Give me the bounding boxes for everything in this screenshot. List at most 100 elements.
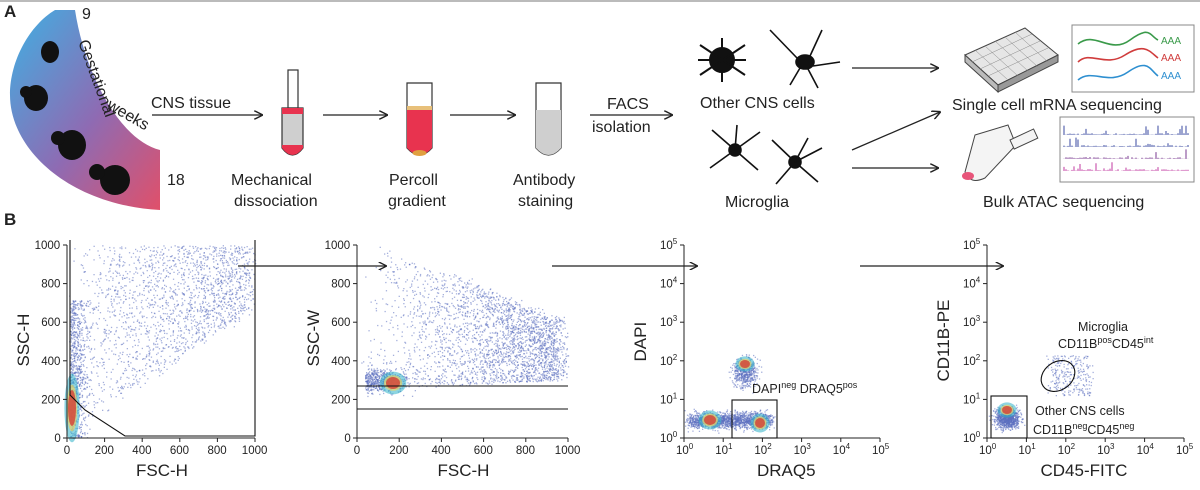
scatter-point bbox=[397, 268, 399, 271]
scatter-point bbox=[72, 350, 74, 352]
scatter-point bbox=[155, 302, 157, 304]
scatter-point bbox=[109, 249, 111, 252]
scatter-point bbox=[162, 312, 165, 315]
scatter-point bbox=[513, 325, 515, 327]
scatter-point bbox=[489, 308, 491, 311]
scatter-point bbox=[205, 309, 207, 311]
scatter-point bbox=[502, 334, 505, 336]
scatter-point bbox=[192, 320, 194, 322]
scatter-point bbox=[488, 336, 490, 338]
scatter-point bbox=[480, 361, 482, 363]
scatter-point bbox=[239, 282, 241, 284]
scatter-point bbox=[446, 327, 448, 329]
scatter-point bbox=[144, 262, 146, 264]
scatter-point bbox=[111, 260, 113, 262]
scatter-point bbox=[563, 369, 565, 371]
scatter-point bbox=[146, 285, 148, 287]
scatter-point bbox=[449, 366, 451, 368]
scatter-point bbox=[239, 276, 241, 279]
scatter-point bbox=[511, 362, 513, 364]
scatter-point bbox=[492, 314, 494, 316]
scatter-point bbox=[148, 265, 150, 267]
scatter-point bbox=[220, 315, 222, 317]
scatter-point bbox=[475, 315, 477, 317]
scatter-point bbox=[205, 311, 207, 313]
scatter-point bbox=[197, 271, 199, 273]
scatter-point bbox=[84, 340, 86, 342]
scatter-point bbox=[419, 334, 421, 336]
scatter-point bbox=[474, 382, 476, 385]
scatter-point bbox=[370, 340, 372, 342]
scatter-point bbox=[203, 315, 205, 317]
scatter-point bbox=[248, 274, 250, 276]
scatter-point bbox=[130, 386, 132, 389]
scatter-point bbox=[514, 326, 516, 328]
scatter-point bbox=[425, 338, 427, 340]
scatter-point bbox=[117, 386, 119, 389]
scatter-point bbox=[535, 329, 538, 331]
scatter-point bbox=[432, 274, 434, 276]
scatter-point bbox=[545, 321, 547, 324]
scatter-point bbox=[558, 366, 560, 368]
scatter-point bbox=[526, 336, 528, 338]
scatter-point bbox=[231, 253, 234, 255]
scatter-point bbox=[165, 302, 167, 304]
scatter-point bbox=[125, 285, 127, 287]
scatter-point bbox=[498, 344, 500, 347]
scatter-point bbox=[126, 340, 128, 342]
scatter-point bbox=[143, 245, 145, 247]
scatter-point bbox=[125, 298, 127, 300]
scatter-point bbox=[77, 343, 79, 345]
scatter-point bbox=[155, 285, 157, 287]
scatter-point bbox=[222, 257, 224, 259]
scatter-point bbox=[156, 337, 158, 339]
step-percoll: Percoll bbox=[389, 172, 438, 189]
scatter-point bbox=[528, 372, 530, 375]
scatter-point bbox=[503, 347, 505, 349]
scatter-point bbox=[118, 264, 120, 266]
scatter-point bbox=[408, 358, 410, 360]
scatter-point bbox=[526, 376, 528, 378]
scatter-point bbox=[446, 307, 448, 309]
scatter-point bbox=[565, 357, 567, 360]
scatter-point bbox=[245, 279, 248, 282]
scatter-point bbox=[191, 255, 193, 257]
scatter-point bbox=[560, 341, 562, 343]
scatter-point bbox=[181, 279, 184, 281]
scatter-point bbox=[492, 363, 494, 366]
scatter-point bbox=[189, 245, 191, 247]
scatter-point bbox=[148, 291, 150, 294]
scatter-point bbox=[540, 373, 542, 376]
scatter-point bbox=[164, 361, 166, 363]
scatter-point bbox=[465, 286, 467, 288]
scatter-point bbox=[81, 370, 83, 373]
scatter-point bbox=[405, 262, 407, 264]
scatter-point bbox=[204, 297, 206, 300]
scatter-point bbox=[157, 281, 159, 283]
scatter-point bbox=[428, 379, 430, 381]
scatter-point bbox=[73, 336, 75, 339]
scatter-point bbox=[161, 305, 164, 307]
scatter-point bbox=[233, 277, 236, 279]
scatter-point bbox=[436, 326, 439, 328]
scatter-point bbox=[199, 322, 201, 324]
scatter-point bbox=[462, 371, 464, 373]
scatter-point bbox=[524, 316, 526, 318]
scatter-point bbox=[135, 357, 137, 359]
scatter-point bbox=[86, 326, 88, 328]
scatter-point bbox=[238, 267, 240, 269]
scatter-point bbox=[81, 308, 83, 310]
scatter-point bbox=[491, 307, 493, 309]
scatter-point bbox=[154, 316, 157, 318]
scatter-point bbox=[118, 281, 120, 284]
scatter-point bbox=[70, 325, 73, 327]
scatter-point bbox=[116, 363, 118, 365]
scatter-point bbox=[553, 343, 555, 345]
scatter-point bbox=[223, 257, 226, 259]
scatter-point bbox=[141, 306, 143, 308]
scatter-point bbox=[138, 381, 140, 383]
scatter-point bbox=[94, 406, 96, 409]
scatter-point bbox=[485, 301, 487, 303]
scatter-point bbox=[520, 372, 523, 374]
scatter-point bbox=[463, 318, 465, 320]
